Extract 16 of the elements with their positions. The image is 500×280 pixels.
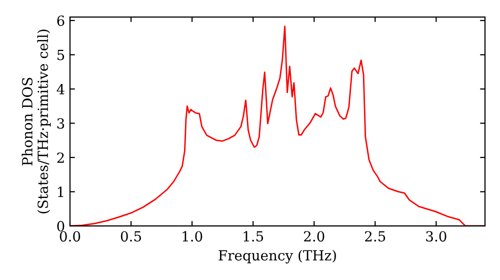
- y-tick-label: 2: [57, 152, 64, 163]
- y-tick-label: 6: [57, 15, 64, 26]
- x-tick-label: 2.0: [304, 231, 324, 242]
- x-tick-label: 1.0: [182, 231, 202, 242]
- y-tick-label: 3: [57, 118, 64, 129]
- y-tick-label: 5: [57, 50, 64, 60]
- x-axis-title: Frequency (THz): [218, 250, 336, 264]
- y-axis-title: Phonon DOS (States/THz·primitive cell): [22, 30, 51, 214]
- x-tick-label: 0.5: [120, 231, 141, 242]
- x-tick-label: 3.0: [426, 231, 446, 242]
- y-tick-label: 4: [56, 84, 64, 94]
- x-tick-label: 0.0: [60, 231, 80, 242]
- y-tick-label: 1: [58, 186, 64, 197]
- y-tick-label: 0: [57, 220, 64, 232]
- x-tick-label: 1.5: [244, 231, 264, 242]
- x-tick-label: 2.5: [365, 231, 386, 242]
